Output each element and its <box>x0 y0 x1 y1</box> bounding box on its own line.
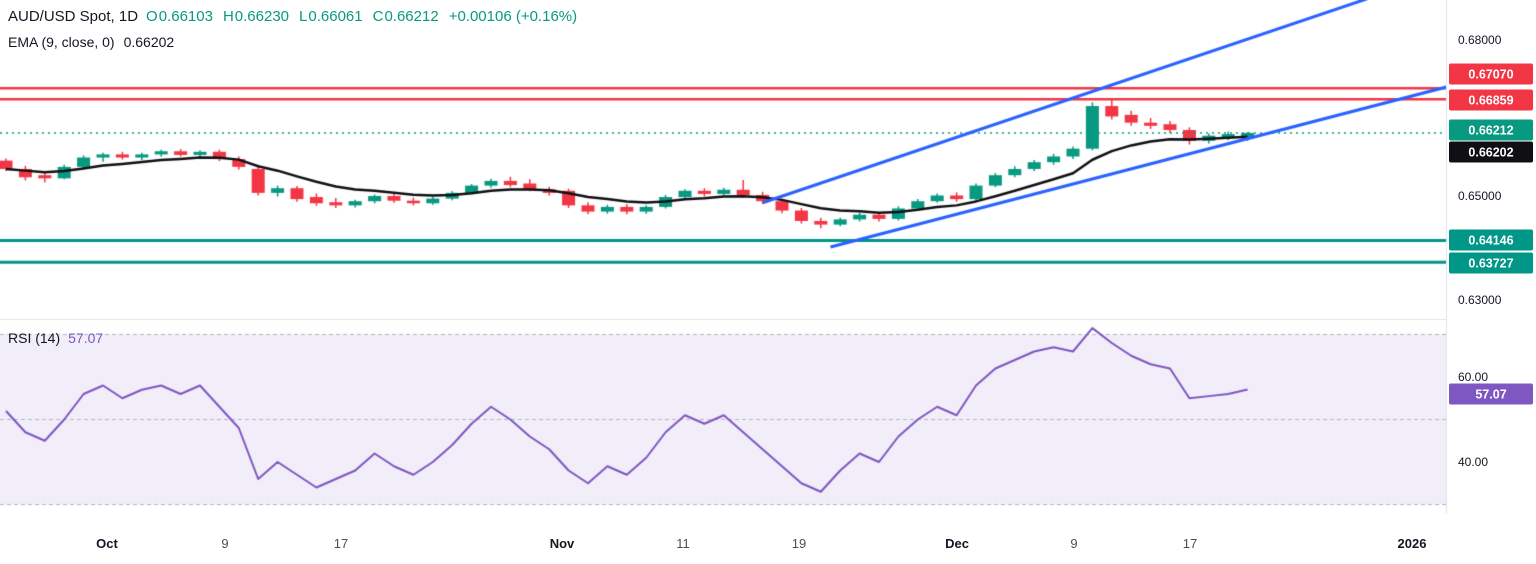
ema-label: EMA (9, close, 0) <box>8 34 115 50</box>
low-pair: L 0.66061 <box>299 8 363 25</box>
price-scale-tick: 60.00 <box>1458 370 1489 384</box>
high-key: H <box>222 8 234 25</box>
low-value: 0.66061 <box>308 8 363 25</box>
time-axis-label: Nov <box>549 536 575 551</box>
price-label-badge: 0.66859 <box>1449 89 1533 111</box>
open-key: O <box>146 8 158 25</box>
price-scale[interactable]: 0.68000 0.65000 0.63000 60.00 40.00 0.67070 0.… <box>1447 0 1536 514</box>
time-axis-label: 2026 <box>1397 536 1427 551</box>
rsi-label: RSI (14) <box>8 330 61 346</box>
ohlc-values: O 0.66103 H 0.66230 L 0.66061 C 0.66212 +0.0… <box>146 8 577 25</box>
time-axis-label: Oct <box>96 536 118 551</box>
open-pair: O 0.66103 <box>146 8 213 25</box>
close-key: C <box>372 8 384 25</box>
price-scale-tick: 0.68000 <box>1458 33 1502 47</box>
rsi-value: 57.07 <box>68 330 104 346</box>
price-label-badge: 0.66202 <box>1449 141 1533 163</box>
time-axis-label: Dec <box>945 536 969 551</box>
price-scale-tick: 40.00 <box>1458 455 1489 469</box>
open-value: 0.66103 <box>158 8 213 25</box>
rsi-legend[interactable]: RSI (14) 57.07 <box>8 330 103 346</box>
symbol-title[interactable]: AUD/USD Spot, 1D <box>8 8 139 25</box>
price-scale-tick: 0.65000 <box>1458 189 1502 203</box>
low-key: L <box>299 8 308 25</box>
change-value: +0.00106 (+0.16%) <box>448 8 578 25</box>
price-label-badge: 0.63727 <box>1449 252 1533 274</box>
time-axis-label: 9 <box>221 536 229 551</box>
time-axis-label: 11 <box>676 536 690 551</box>
close-pair: C 0.66212 <box>373 8 439 25</box>
time-axis-label: 19 <box>791 536 807 551</box>
close-value: 0.66212 <box>384 8 439 25</box>
time-axis-label: 9 <box>1070 536 1078 551</box>
price-label-badge: 57.07 <box>1449 383 1533 405</box>
price-label-badge: 0.64146 <box>1449 229 1533 251</box>
time-axis-label: 17 <box>1182 536 1198 551</box>
ema-legend[interactable]: EMA (9, close, 0) 0.66202 <box>8 34 174 50</box>
price-label-badge: 0.67070 <box>1449 63 1533 85</box>
ema-value: 0.66202 <box>123 34 175 50</box>
high-value: 0.66230 <box>234 8 290 25</box>
time-axis[interactable]: Oct 9 17 Nov 11 19 Dec 9 17 2026 <box>0 514 1536 564</box>
price-scale-tick: 0.63000 <box>1458 293 1502 307</box>
symbol-legend: AUD/USD Spot, 1D O 0.66103 H 0.66230 L 0.66… <box>8 8 577 25</box>
price-label-badge: 0.66212 <box>1449 119 1533 141</box>
high-pair: H 0.66230 <box>223 8 289 25</box>
time-axis-label: 17 <box>333 536 349 551</box>
